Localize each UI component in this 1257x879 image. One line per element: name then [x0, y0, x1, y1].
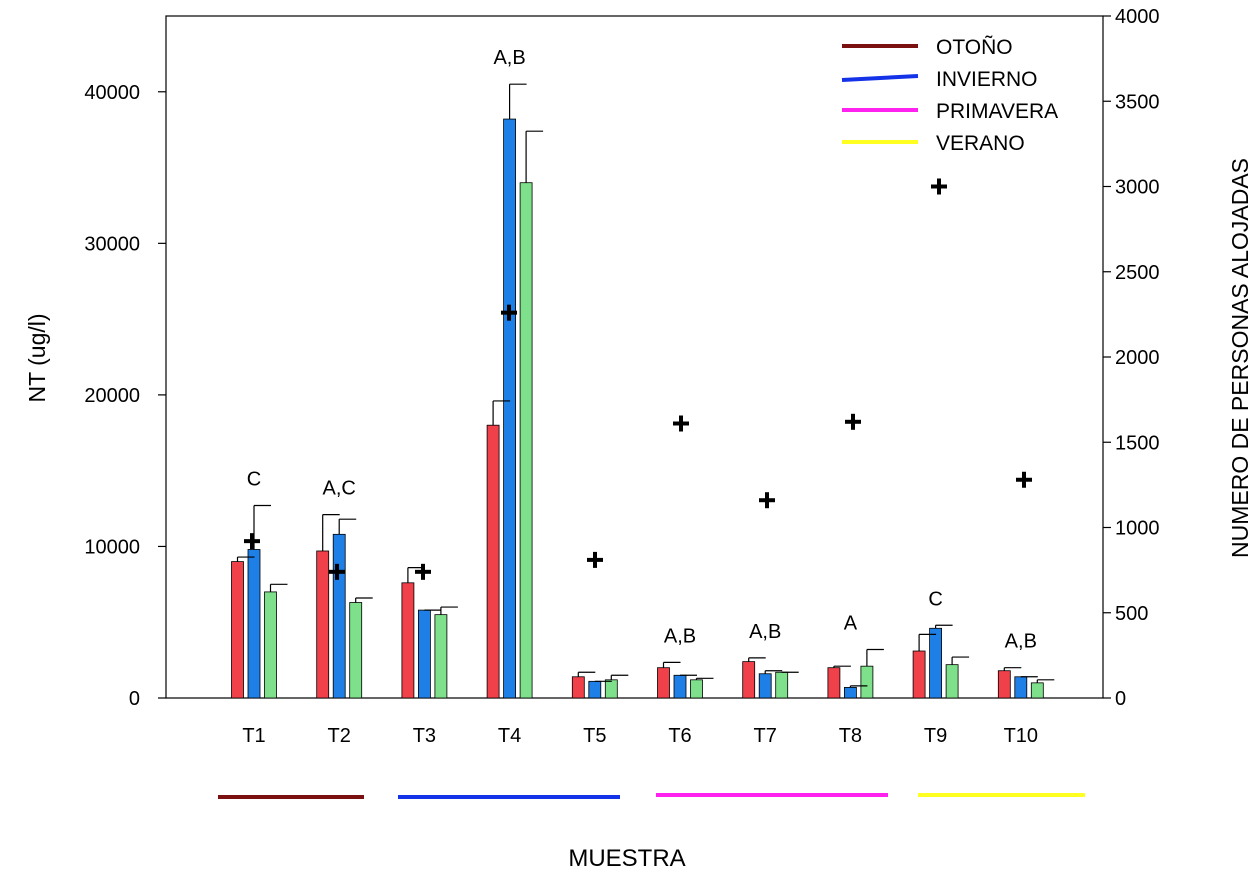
- significance-label: A,B: [664, 625, 696, 647]
- bar: [997, 670, 1011, 699]
- y-tick-label: 10000: [84, 536, 140, 558]
- x-tick-label: T9: [924, 725, 947, 747]
- bar: [571, 676, 585, 699]
- person-marker: [244, 533, 260, 550]
- bar: [844, 686, 857, 699]
- significance-label: A,B: [493, 47, 525, 69]
- y-tick-label: 30000: [84, 233, 140, 255]
- x-tick-label: T1: [242, 725, 265, 747]
- person-marker: [501, 304, 517, 321]
- y2-tick-label: 2000: [1115, 347, 1160, 369]
- bar: [264, 591, 277, 699]
- bar: [588, 680, 602, 699]
- bar: [690, 679, 703, 699]
- y2-tick-label: 3000: [1115, 177, 1160, 199]
- y2-tick-label: 3500: [1115, 91, 1160, 113]
- legend-label: PRIMAVERA: [936, 100, 1058, 123]
- bar: [332, 533, 346, 699]
- y-tick-label: 0: [129, 688, 140, 710]
- person-markers: [244, 178, 1032, 580]
- bar: [673, 674, 687, 699]
- significance-label: A,B: [749, 621, 781, 643]
- bar: [1014, 676, 1028, 699]
- significance-label: A: [844, 613, 858, 635]
- y2-tick-label: 2500: [1115, 262, 1160, 284]
- bar: [912, 650, 926, 699]
- significance-label: C: [247, 469, 261, 491]
- person-marker: [673, 415, 689, 432]
- x-tick-label: T6: [668, 725, 691, 747]
- bar: [860, 665, 874, 699]
- bar: [742, 661, 756, 699]
- bar: [247, 549, 261, 699]
- legend-label: VERANO: [936, 132, 1025, 155]
- error-bars: [236, 83, 1055, 688]
- bar: [945, 664, 959, 699]
- person-marker: [329, 563, 345, 580]
- y2-tick-label: 0: [1115, 688, 1126, 710]
- x-tick-label: T2: [328, 725, 351, 747]
- x-tick-label: T10: [1004, 725, 1038, 747]
- y-tick-label: 40000: [84, 82, 140, 104]
- y2-tick-label: 500: [1115, 603, 1148, 625]
- legend-label: INVIERNO: [936, 68, 1038, 91]
- y-axis-label: NT (ug/l): [24, 313, 50, 402]
- x-tick-label: T7: [754, 725, 777, 747]
- x-tick-label: T5: [583, 725, 606, 747]
- bar: [417, 609, 431, 699]
- x-axis-label: MUESTRA: [568, 845, 685, 872]
- significance-label: A,B: [1005, 631, 1037, 653]
- person-marker: [415, 563, 431, 580]
- person-marker: [587, 551, 603, 568]
- bar: [519, 182, 533, 699]
- bar: [401, 582, 415, 699]
- y2-axis-label: NUMERO DE PERSONAS ALOJADAS: [1227, 158, 1253, 558]
- x-tick-label: T3: [413, 725, 436, 747]
- legend-label: OTOÑO: [936, 35, 1013, 59]
- bar: [486, 424, 500, 699]
- bar: [758, 673, 772, 699]
- season-lines: [218, 793, 1085, 799]
- bar: [231, 561, 244, 699]
- bar: [657, 667, 670, 699]
- bar: [316, 550, 330, 699]
- bar: [434, 614, 448, 699]
- significance-label: A,C: [323, 478, 356, 500]
- x-tick-label: T8: [839, 725, 862, 747]
- y2-tick-label: 4000: [1115, 6, 1160, 28]
- bar: [503, 118, 517, 699]
- x-tick-label: T4: [498, 725, 521, 747]
- annotations: C A,C A,B A,B A,B A C A,B: [247, 47, 1037, 652]
- bar: [929, 627, 942, 699]
- person-marker: [845, 413, 861, 430]
- person-marker: [759, 492, 775, 509]
- bar: [604, 679, 618, 699]
- bar: [1030, 682, 1044, 699]
- bar: [827, 667, 841, 699]
- y2-tick-label: 1000: [1115, 518, 1160, 540]
- person-marker: [1016, 471, 1032, 488]
- y-tick-label: 20000: [84, 385, 140, 407]
- bar: [775, 671, 789, 699]
- significance-label: C: [928, 588, 942, 610]
- bar: [349, 602, 363, 699]
- legend: OTOÑO INVIERNO PRIMAVERA VERANO: [841, 35, 1058, 155]
- y2-tick-label: 1500: [1115, 432, 1160, 454]
- person-marker: [931, 178, 947, 195]
- legend-swatch: [841, 74, 919, 82]
- bars: [231, 118, 1044, 699]
- ticks: 0 10000 20000 30000 40000 0 500 1000 1500 2000 250…: [84, 6, 1159, 747]
